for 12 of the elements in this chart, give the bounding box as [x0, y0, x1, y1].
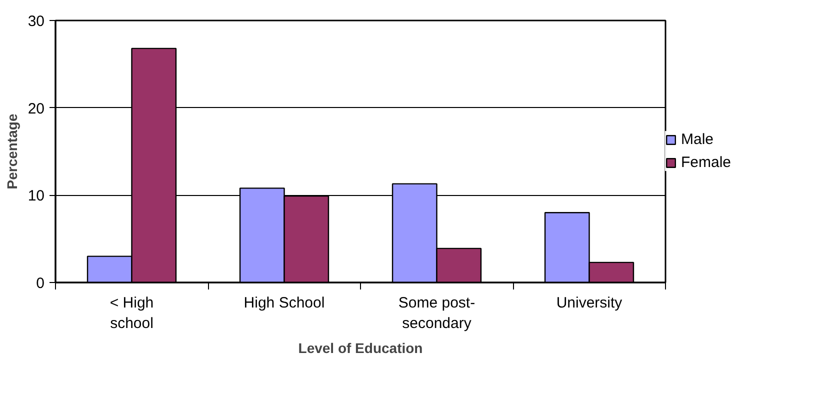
- y-tick-label: 0: [36, 275, 44, 292]
- x-tick-label: < High school: [110, 294, 154, 332]
- y-tick-label: 30: [28, 13, 45, 30]
- y-tick-label: 10: [28, 188, 45, 205]
- legend-label: Female: [681, 154, 732, 171]
- legend-label: Male: [681, 131, 714, 148]
- y-tick-label: 20: [28, 100, 45, 118]
- x-tick-label: University: [556, 294, 623, 312]
- y-axis-title: Percentage: [4, 114, 20, 190]
- x-axis-title: Level of Education: [298, 340, 423, 356]
- x-tick-label: Some post- secondary: [398, 294, 476, 332]
- x-tick-label: High School: [244, 294, 325, 312]
